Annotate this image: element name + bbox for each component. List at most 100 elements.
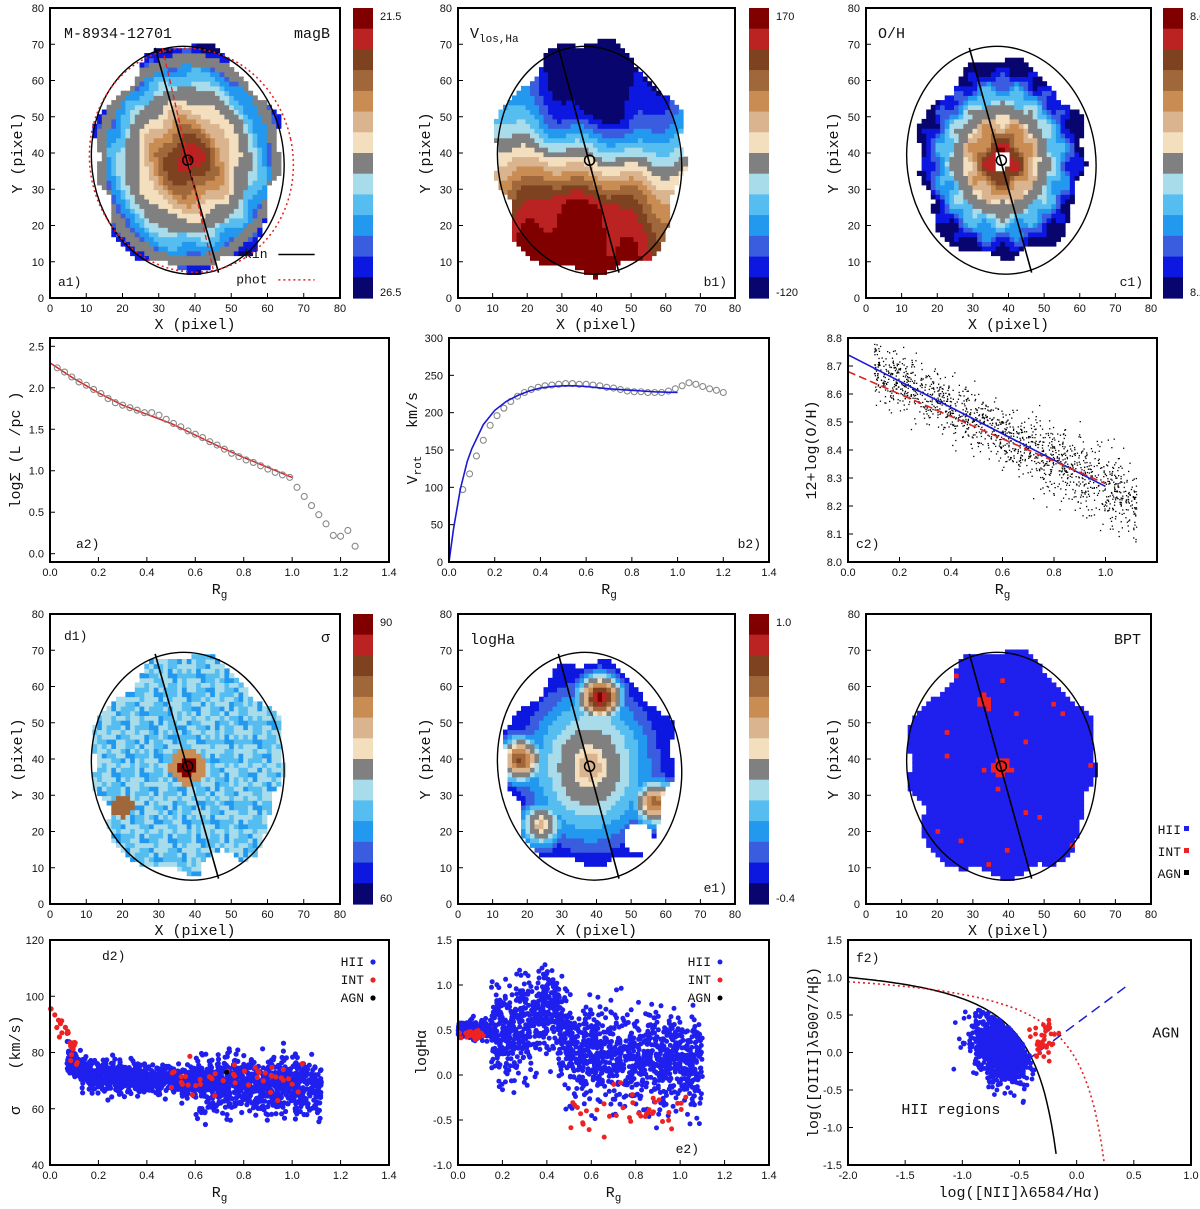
a2-data-point [82,381,90,389]
a1-galaxy-id: M-8934-12701 [64,26,172,43]
b1-colorbar-swatch [749,111,769,133]
b1-ytick-label: 30 [440,184,452,196]
b2-ytick-label: 0 [437,557,443,569]
a1-center-marker [182,154,194,166]
f1-ytick-label: 30 [848,790,860,802]
a2-data-point [119,401,127,409]
b2-xtick-label: 0.6 [578,567,593,579]
d1-kin-axis [154,653,220,879]
c1-ytick-label: 70 [848,39,860,51]
d1-axes-frame [49,613,341,905]
e1-colorbar-swatch [749,821,769,843]
e1-ytick-label: 30 [440,790,452,802]
f2-ytick-label: 0.0 [827,1048,842,1060]
a2-ytick-label: 0.0 [29,549,44,561]
e2-legend-marker [717,977,723,983]
a1-heatmap-cells [92,43,282,275]
a1-ytick-label: 0 [38,293,44,305]
b2-xtick-label: 1.4 [761,567,776,579]
c2-ytick-label: 8.8 [827,333,842,345]
d1-ytick-label: 50 [32,718,44,730]
c1-xtick-label: 20 [931,303,943,315]
a1-legend-kin: kin [244,247,267,262]
f1-legend-swatch [1184,848,1189,853]
b1-ytick-label: 20 [440,221,452,233]
d2-panel: 0.0 0.2 0.4 0.6 0.8 1.0 1.2 1.4 40 60 80 100 120 Rg (k… [8,935,397,1205]
d1-colorbar-swatch [353,883,373,905]
b1-xtick-label: 80 [729,303,741,315]
a1-colorbar-swatch [353,173,373,195]
a2-data-point [264,465,272,473]
b2-ylabel: Vrot [405,456,425,485]
e2-legend-marker [717,995,723,1001]
f2-xtick-label: 0.0 [1069,1170,1084,1182]
a1-colorbar-bottom: 26.5 [380,287,401,299]
a2-data-point [351,542,359,550]
c1-title: O/H [878,26,905,43]
b2-data-point [589,381,597,389]
b2-data-point [541,382,549,390]
e1-xtick-label: 50 [625,909,637,921]
e1-ytick-label: 40 [440,754,452,766]
e2-panel-label: e2) [676,1142,699,1157]
a2-data-point [90,385,98,393]
f2-ytick-label: 1.5 [827,935,842,947]
b1-xtick-label: 70 [694,303,706,315]
e1-colorbar-bottom: -0.4 [776,893,795,905]
b1-xtick-label: 40 [590,303,602,315]
b1-xtick-label: 50 [625,303,637,315]
d2-legend-marker [370,995,376,1001]
e1-xtick-label: 40 [590,909,602,921]
b2-data-point [493,412,501,420]
a1-ytick-label: 50 [32,112,44,124]
a2-data-point [286,473,294,481]
a1-colorbar-swatch [353,28,373,50]
c1-colorbar-swatch [1163,49,1183,71]
c2-ytick-label: 8.1 [827,529,842,541]
c2-ytick-label: 8.5 [827,417,842,429]
f1-center-marker [995,760,1008,772]
a2-axes-frame [49,337,390,563]
f1-panel: 00 10 10 20 20 30 30 40 40 50 50 60 60 70 70 80 80 X (pix… [826,609,1189,940]
a1-xtick-label: 20 [116,303,128,315]
f2-xlabel: log([NII]λ6584/Hα) [938,1185,1100,1202]
f1-title: BPT [1114,632,1141,649]
a1-panel-label: a1) [58,275,81,290]
f1-ytick-label: 80 [848,609,860,621]
a1-colorbar-swatch [353,90,373,113]
f1-axes-frame [865,613,1152,905]
d1-colorbar-swatch [353,676,373,698]
b2-data-point [671,385,679,393]
c1-colorbar-swatch [1163,90,1183,113]
c1-ytick-label: 60 [848,76,860,88]
a1-colorbar: 21.5 26.5 [353,8,401,299]
a2-data-point [68,373,76,381]
c2-fit-blue [847,354,1106,488]
c2-xtick-label: 0.4 [943,567,958,579]
d1-ytick-label: 70 [32,645,44,657]
a1-colorbar-swatch [353,256,373,278]
e1-colorbar-swatch [749,717,769,739]
b2-panel-label: b2) [738,537,761,552]
b1-colorbar-swatch [749,28,769,50]
d1-xtick-label: 30 [153,909,165,921]
d2-scatter-points [48,1006,324,1128]
a2-data-point [133,406,141,414]
a2-data-point [249,458,257,466]
d2-xtick-label: 1.2 [333,1170,348,1182]
a1-ylabel: Y (pixel) [10,112,27,193]
c2-ytick-label: 8.4 [827,445,842,457]
c1-ytick-label: 20 [848,221,860,233]
d2-xtick-label: 1.4 [381,1170,396,1182]
e1-colorbar-swatch [749,676,769,698]
a1-colorbar-top: 21.5 [380,11,401,23]
e1-panel: 00 10 10 20 20 30 30 40 40 50 50 60 60 70 70 80 80 X (pix… [418,609,741,940]
a1-ytick-label: 60 [32,76,44,88]
a1-xtick-label: 60 [261,303,273,315]
c2-xtick-label: 0.8 [1046,567,1061,579]
d2-ylabel: σ [8,1106,25,1115]
d2-xtick-label: 0.0 [42,1170,57,1182]
c1-xtick-label: 80 [1145,303,1157,315]
c1-ytick-label: 0 [854,293,860,305]
